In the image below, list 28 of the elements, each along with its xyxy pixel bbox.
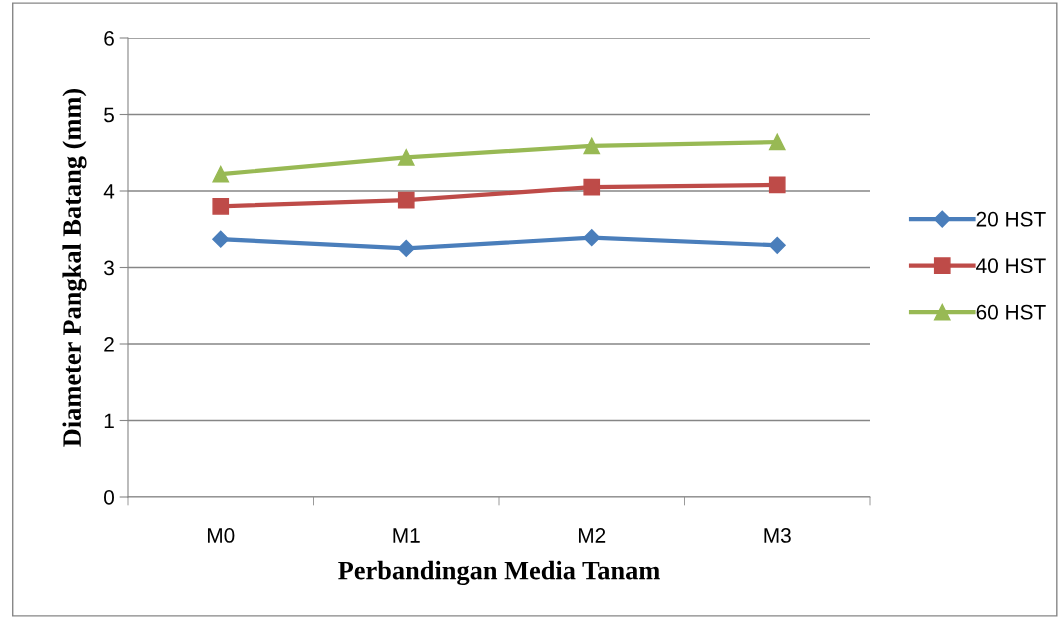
y-tick-label: 6 — [104, 31, 114, 46]
point — [397, 149, 415, 166]
point — [583, 229, 601, 247]
x-tick-label: M0 — [207, 528, 235, 543]
y-tick-label: 2 — [104, 337, 114, 352]
legend-label: 40 HST — [976, 258, 1046, 274]
y-axis-title: Diameter Pangkal Batang (mm) — [62, 88, 87, 447]
y-tick-label: 5 — [104, 107, 114, 123]
y-tick-label: 3 — [104, 260, 114, 276]
x-tick-label: M3 — [764, 528, 791, 543]
y-tick-label: 4 — [103, 184, 115, 199]
legend-label: 60 HST — [976, 304, 1046, 320]
y-tick-label: 1 — [104, 413, 114, 429]
point — [583, 178, 601, 196]
point — [768, 176, 786, 194]
legend-label: 20 HST — [976, 211, 1046, 227]
x-axis-title: Perbandingan Media Tanam — [338, 560, 660, 585]
point — [583, 137, 601, 155]
point — [212, 230, 230, 248]
point — [768, 236, 786, 254]
point — [212, 197, 230, 215]
x-tick-label: M2 — [578, 528, 606, 543]
point — [397, 239, 415, 257]
point — [212, 165, 230, 183]
point — [397, 191, 415, 209]
y-tick-label: 0 — [104, 490, 114, 505]
point — [768, 133, 786, 151]
x-tick-label: M1 — [393, 528, 420, 543]
